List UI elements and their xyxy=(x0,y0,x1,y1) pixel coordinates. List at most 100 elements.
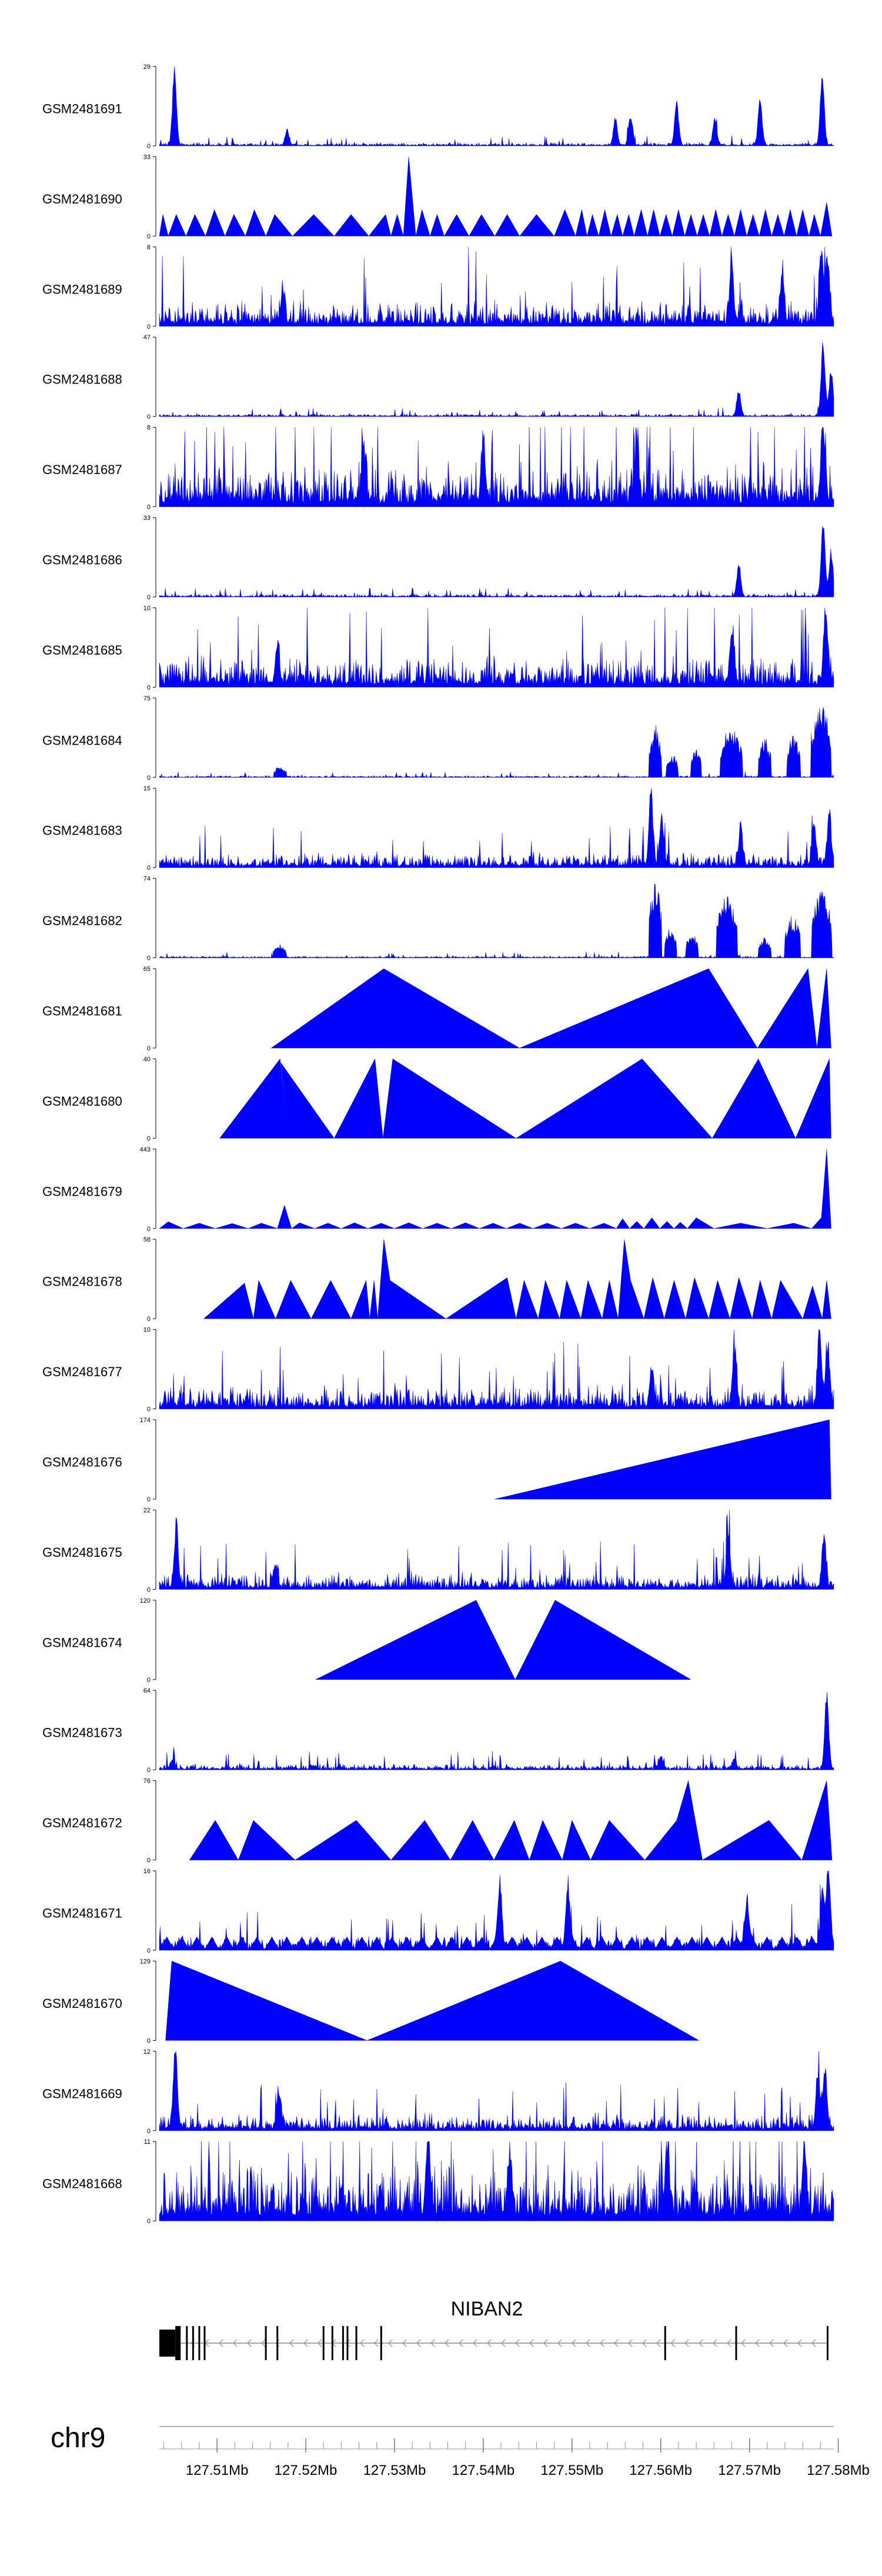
exon xyxy=(331,2326,333,2360)
track-stack: GSM2481691290GSM2481690330GSM248168980GS… xyxy=(42,64,834,2225)
coverage-area xyxy=(159,1510,834,1590)
coverage-area xyxy=(159,526,834,598)
track-GSM2481690: GSM2481690 33 0 xyxy=(42,154,833,240)
coverage-area xyxy=(159,342,834,417)
y-min-label: 0 xyxy=(147,2218,151,2225)
y-min-label: 0 xyxy=(147,2128,151,2135)
track-GSM2481684: GSM2481684 75 0 xyxy=(42,695,834,782)
tick-label: 127.58Mb xyxy=(807,2462,870,2478)
y-max-label: 443 xyxy=(140,1146,151,1153)
track-GSM2481673: GSM2481673 64 0 xyxy=(42,1687,834,1774)
coverage-area xyxy=(159,883,834,958)
track-GSM2481681: GSM2481681 65 0 xyxy=(42,966,831,1052)
y-min-label: 0 xyxy=(147,594,151,601)
strand-arrow xyxy=(811,2339,816,2347)
exon xyxy=(355,2326,358,2360)
strand-arrow xyxy=(247,2339,252,2347)
track-label: GSM2481680 xyxy=(42,1094,122,1109)
y-max-label: 47 xyxy=(143,334,151,341)
track-label: GSM2481679 xyxy=(42,1184,122,1199)
coverage-area xyxy=(159,2141,834,2221)
track-GSM2481668: GSM2481668 11 0 xyxy=(42,2138,834,2225)
exon xyxy=(826,2326,828,2360)
track-label: GSM2481669 xyxy=(42,2086,122,2101)
exon xyxy=(192,2326,194,2360)
strand-arrow xyxy=(741,2339,746,2347)
strand-arrow xyxy=(430,2339,435,2347)
tick-label: 127.53Mb xyxy=(363,2462,426,2478)
track-GSM2481680: GSM2481680 40 0 xyxy=(42,1056,831,1142)
strand-arrow xyxy=(783,2339,788,2347)
y-max-label: 16 xyxy=(143,1868,151,1875)
y-max-label: 129 xyxy=(140,1958,151,1965)
coverage-area xyxy=(159,427,834,507)
strand-arrow xyxy=(459,2339,463,2347)
strand-arrow xyxy=(388,2339,393,2347)
track-label: GSM2481671 xyxy=(42,1906,122,1921)
coverage-area xyxy=(189,1780,833,1861)
strand-arrow xyxy=(642,2339,647,2347)
strand-arrow xyxy=(487,2339,492,2347)
track-label: GSM2481678 xyxy=(42,1274,122,1289)
y-min-label: 0 xyxy=(147,504,151,511)
track-label: GSM2481677 xyxy=(42,1364,122,1379)
strand-arrow xyxy=(219,2339,223,2347)
tick-label: 127.54Mb xyxy=(452,2462,514,2478)
strand-arrow xyxy=(699,2339,703,2347)
y-max-label: 74 xyxy=(143,876,151,883)
strand-arrow xyxy=(289,2339,294,2347)
track-label: GSM2481676 xyxy=(42,1455,122,1470)
exon xyxy=(175,2326,181,2360)
track-GSM2481685: GSM2481685 10 0 xyxy=(42,605,834,691)
track-label: GSM2481684 xyxy=(42,733,122,748)
y-max-label: 29 xyxy=(143,64,151,71)
coverage-area xyxy=(159,707,834,778)
track-label: GSM2481674 xyxy=(42,1635,122,1650)
tick-label: 127.52Mb xyxy=(275,2462,338,2478)
exon xyxy=(322,2326,325,2360)
exon xyxy=(664,2326,666,2360)
track-label: GSM2481672 xyxy=(42,1816,122,1830)
y-min-label: 0 xyxy=(147,1586,151,1593)
track-GSM2481687: GSM2481687 8 0 xyxy=(42,425,834,511)
strand-arrow xyxy=(713,2339,717,2347)
strand-arrow xyxy=(233,2339,238,2347)
coverage-area xyxy=(159,1329,834,1409)
coverage-area xyxy=(159,1870,834,1951)
x-axis: chr9 127.51Mb 127.52Mb 127.53Mb 127.54Mb 127… xyxy=(51,2422,870,2478)
track-label: GSM2481689 xyxy=(42,282,122,296)
strand-arrow xyxy=(797,2339,802,2347)
y-min-label: 0 xyxy=(147,1226,151,1233)
y-min-label: 0 xyxy=(147,1316,151,1323)
track-GSM2481686: GSM2481686 33 0 xyxy=(42,515,834,601)
strand-arrow xyxy=(416,2339,421,2347)
track-label: GSM2481688 xyxy=(42,372,122,387)
y-max-label: 65 xyxy=(143,966,151,973)
strand-arrow xyxy=(572,2339,576,2347)
track-label: GSM2481690 xyxy=(42,192,122,206)
strand-arrow xyxy=(501,2339,506,2347)
exon xyxy=(265,2326,267,2360)
exon xyxy=(342,2326,344,2360)
strand-arrow xyxy=(755,2339,760,2347)
track-GSM2481674: GSM2481674 120 0 xyxy=(42,1597,691,1684)
track-label: GSM2481668 xyxy=(42,2177,122,2191)
track-GSM2481683: GSM2481683 15 0 xyxy=(42,785,834,872)
exon xyxy=(198,2326,201,2360)
y-min-label: 0 xyxy=(147,865,151,872)
tick-label: 127.56Mb xyxy=(629,2462,692,2478)
coverage-area xyxy=(159,1692,834,1770)
coverage-area xyxy=(203,1239,831,1320)
y-min-label: 0 xyxy=(147,955,151,962)
strand-arrow xyxy=(769,2339,774,2347)
coverage-area xyxy=(165,1961,700,2041)
track-GSM2481688: GSM2481688 47 0 xyxy=(42,334,834,421)
exon xyxy=(159,2330,176,2357)
strand-arrow xyxy=(600,2339,604,2347)
coverage-area xyxy=(495,1419,831,1500)
track-GSM2481689: GSM2481689 8 0 xyxy=(42,244,834,331)
tick-label: 127.57Mb xyxy=(718,2462,781,2478)
y-max-label: 11 xyxy=(144,2138,151,2145)
exon xyxy=(380,2326,382,2360)
